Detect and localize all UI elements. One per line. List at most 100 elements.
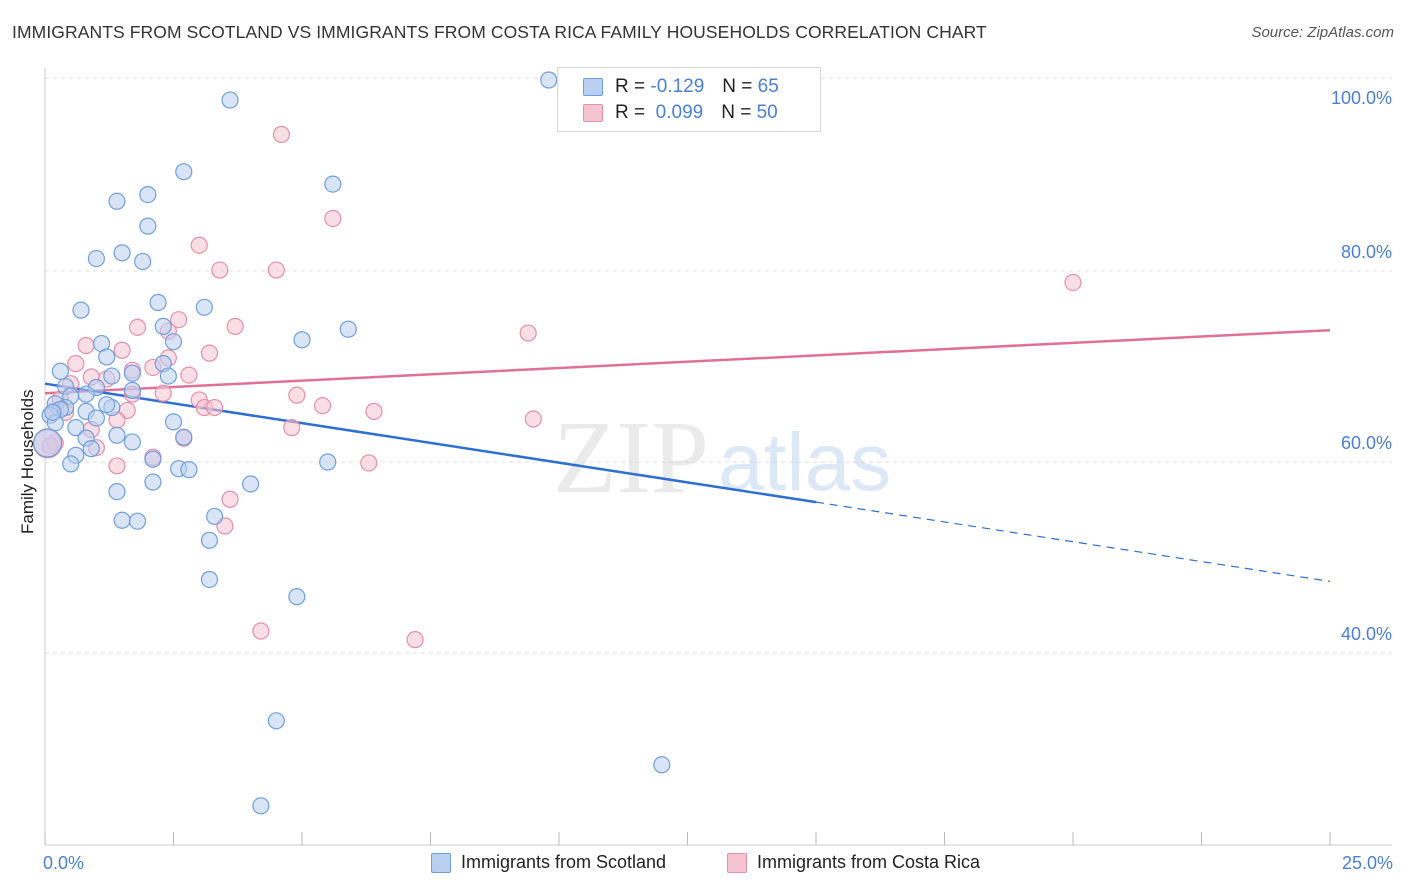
costarica-point xyxy=(226,317,244,335)
watermark-zip: ZIP xyxy=(553,400,709,515)
scotland-point xyxy=(206,507,224,526)
series-swatch-scotland xyxy=(431,852,451,873)
y-tick-label: 100.0% xyxy=(1331,88,1392,108)
series-swatch-costarica xyxy=(727,852,747,873)
costarica-point xyxy=(267,261,285,279)
scotland-point xyxy=(98,348,116,366)
scotland-point xyxy=(175,163,193,181)
scotland-point xyxy=(87,249,106,268)
costarica-point xyxy=(406,631,424,649)
scotland-point xyxy=(108,426,126,444)
scotland-point xyxy=(67,419,85,437)
scotland-point xyxy=(113,511,131,529)
scotland-point xyxy=(200,570,219,589)
legend-n-label: N = xyxy=(721,102,752,123)
scotland-point xyxy=(540,71,558,89)
costarica-point xyxy=(519,324,537,342)
scotland-point xyxy=(653,756,671,774)
costarica-point xyxy=(288,386,306,404)
scotland-point xyxy=(44,403,62,421)
scotland-point xyxy=(149,293,167,312)
legend-n-value: 50 xyxy=(756,102,778,123)
costarica-point xyxy=(108,457,126,475)
scotland-point xyxy=(123,433,141,451)
costarica-point xyxy=(180,366,198,384)
costarica-point xyxy=(365,402,383,420)
series-legend: Immigrants from Scotland Immigrants from… xyxy=(0,852,1406,878)
scotland-point xyxy=(108,192,126,210)
costarica-point xyxy=(211,261,229,279)
scotland-point xyxy=(221,91,239,109)
stats-legend: R = -0.129 N = 65 R = 0.099 N = 50 xyxy=(557,67,821,132)
scotland-point xyxy=(267,712,285,730)
costarica-point xyxy=(1064,273,1082,292)
costarica-point xyxy=(206,398,224,417)
costarica-point xyxy=(272,125,291,144)
costarica-point xyxy=(154,384,172,402)
scotland-point xyxy=(123,381,141,399)
scotland-point xyxy=(51,362,70,380)
scotland-point xyxy=(144,450,162,468)
scotland-point xyxy=(164,413,183,431)
source-label: Source: ZipAtlas.com xyxy=(1251,24,1394,41)
series-name-scotland: Immigrants from Scotland xyxy=(461,852,667,872)
scotland-point xyxy=(242,475,260,493)
scotland-point xyxy=(252,797,270,815)
watermark: ZIP atlas xyxy=(553,400,891,515)
legend-swatch-costarica xyxy=(583,104,603,122)
scotland-point xyxy=(62,455,80,473)
scotland-point xyxy=(175,428,193,446)
series-legend-costarica[interactable]: Immigrants from Costa Rica xyxy=(727,852,980,873)
costarica-point xyxy=(170,311,188,329)
scotland-point xyxy=(288,588,306,606)
scotland-point xyxy=(159,367,177,385)
scotland-trend-line xyxy=(44,382,817,504)
y-tick-label: 40.0% xyxy=(1341,624,1392,644)
legend-r-label: R = xyxy=(615,76,646,97)
scotland-point xyxy=(180,461,198,479)
y-tick-label: 80.0% xyxy=(1341,242,1392,262)
y-axis-label: Family Households xyxy=(18,389,37,534)
series-legend-scotland[interactable]: Immigrants from Scotland xyxy=(431,852,666,873)
scotland-point xyxy=(98,396,116,414)
scotland-point xyxy=(113,244,131,262)
x-tick-label: 25.0% xyxy=(1342,853,1393,873)
costarica-point xyxy=(524,410,542,428)
trend-lines xyxy=(44,328,1331,582)
scotland-point xyxy=(103,367,121,385)
scotland-point xyxy=(128,512,147,530)
scotland-point xyxy=(154,317,172,335)
legend-row-costarica: R = 0.099 N = 50 xyxy=(558,100,778,126)
legend-r-value: -0.129 xyxy=(650,76,705,97)
series-name-costarica: Immigrants from Costa Rica xyxy=(757,852,981,872)
scotland-point xyxy=(339,320,357,338)
costarica-point xyxy=(252,622,270,640)
watermark-atlas: atlas xyxy=(718,417,891,508)
grid xyxy=(45,77,1392,654)
scotland-point xyxy=(144,473,162,491)
y-tick-label: 60.0% xyxy=(1341,433,1392,453)
chart-title: IMMIGRANTS FROM SCOTLAND VS IMMIGRANTS F… xyxy=(12,22,987,42)
scotland-point xyxy=(293,331,311,349)
scotland-point xyxy=(324,175,342,193)
costarica-point xyxy=(128,318,147,336)
scotland-trend-extension xyxy=(815,501,1331,582)
costarica-point xyxy=(77,336,95,355)
scotland-point xyxy=(123,364,141,382)
scotland-point xyxy=(72,301,90,319)
y-axis-label-wrap: Family Households xyxy=(18,389,38,534)
legend-n-label: N = xyxy=(722,76,753,97)
scotland-point xyxy=(32,428,63,458)
tick-labels: 100.0% 80.0% 60.0% 40.0% 0.0% 25.0% xyxy=(43,88,1393,873)
legend-r-value: 0.099 xyxy=(655,102,704,123)
legend-swatch-scotland xyxy=(583,78,603,96)
legend-r-label: R = xyxy=(615,102,646,123)
costarica-point xyxy=(67,355,85,373)
scotland-point xyxy=(200,531,219,549)
scotland-point xyxy=(77,385,95,403)
scotland-point xyxy=(82,440,100,458)
scotland-point xyxy=(87,409,106,427)
legend-row-scotland: R = -0.129 N = 65 xyxy=(558,74,779,100)
scotland-point xyxy=(139,217,157,235)
